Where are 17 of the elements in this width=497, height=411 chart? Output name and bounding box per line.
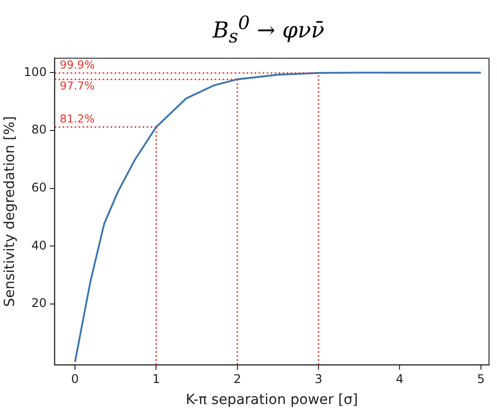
y-tick-label: 100 <box>24 64 47 79</box>
y-axis-title: Sensitivity degredation [%] <box>2 116 18 307</box>
x-axis-title: K-π separation power [σ] <box>186 392 358 408</box>
y-tick-label: 60 <box>31 180 47 194</box>
ref-line-label: 99.9% <box>60 58 95 72</box>
y-tick-label: 40 <box>31 238 47 252</box>
y-tick-label: 80 <box>31 122 47 137</box>
ref-line-label: 97.7% <box>60 80 95 93</box>
x-tick-label: 5 <box>477 372 485 386</box>
x-tick-label: 3 <box>314 372 322 386</box>
chart-title: B$_{s}$$^{0}$ → φνν̄ <box>211 12 326 48</box>
x-tick-label: 2 <box>234 372 242 386</box>
x-tick-label: 1 <box>152 372 160 386</box>
y-tick-label: 20 <box>31 296 47 310</box>
ref-line-label: 81.2% <box>60 112 95 126</box>
x-tick-label: 0 <box>71 372 79 386</box>
x-tick-label: 4 <box>396 372 404 386</box>
